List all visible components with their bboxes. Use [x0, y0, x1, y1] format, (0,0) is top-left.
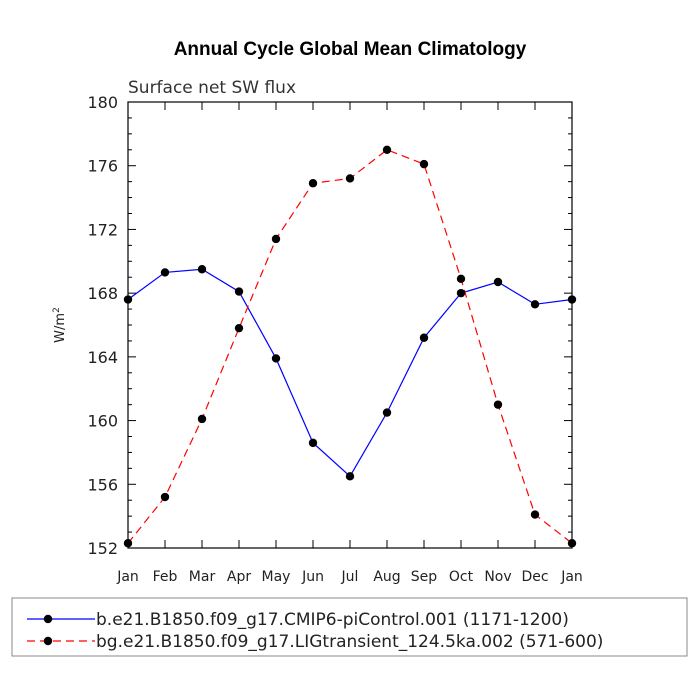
data-point-s1-11 — [530, 510, 540, 519]
y-tick-label: 172 — [87, 220, 118, 239]
data-point-s1-8 — [419, 159, 429, 169]
y-tick-label: 152 — [87, 539, 118, 558]
data-point-s0-12 — [567, 295, 577, 304]
y-axis-label-unit: W/m — [53, 313, 68, 343]
legend: b.e21.B1850.f09_g17.CMIP6-piControl.001 … — [11, 597, 688, 657]
x-tick-label: Apr — [227, 569, 251, 585]
x-tick-label: Dec — [521, 569, 548, 585]
data-point-s0-5 — [308, 438, 318, 448]
data-point-s0-2 — [197, 265, 207, 274]
legend-marker-1 — [43, 636, 53, 646]
data-point-s1-12 — [567, 539, 577, 548]
x-tick-label: Jan — [116, 569, 139, 585]
y-tick-label: 164 — [87, 348, 118, 367]
x-tick-label: Mar — [189, 569, 216, 585]
x-tick-label: Aug — [373, 569, 400, 585]
series-line-0 — [127, 268, 573, 478]
data-point-s1-5 — [308, 179, 318, 188]
chart-subtitle: Surface net SW flux — [128, 78, 296, 98]
y-axis-label: W/m2 — [52, 307, 68, 343]
y-tick-label: 176 — [87, 157, 118, 176]
x-tick-label: Jun — [301, 569, 324, 585]
data-point-s0-8 — [419, 333, 429, 342]
data-point-s1-4 — [271, 234, 281, 244]
data-point-s1-1 — [160, 492, 170, 502]
x-tick-label: May — [262, 569, 291, 585]
data-point-s0-0 — [123, 295, 133, 304]
y-tick-label: 168 — [87, 284, 118, 303]
x-axis: Jan Feb Mar Apr May Jun Jul Aug Sep Oct Nov Dec Jan — [116, 102, 583, 585]
chart-title: Annual Cycle Global Mean Climatology — [174, 39, 527, 60]
data-point-s1-3 — [234, 323, 244, 333]
x-tick-label: Feb — [153, 569, 178, 585]
legend-label-0: b.e21.B1850.f09_g17.CMIP6-piControl.001 … — [96, 610, 569, 630]
data-point-s0-10 — [493, 277, 503, 287]
data-point-s0-1 — [160, 268, 170, 277]
legend-marker-0 — [43, 614, 53, 624]
y-tick-label: 160 — [87, 412, 118, 431]
data-point-s1-2 — [197, 414, 207, 424]
data-point-s1-10 — [493, 400, 503, 409]
data-point-s1-0 — [123, 539, 133, 548]
data-point-s0-11 — [530, 300, 540, 309]
y-axis: 152 156 160 164 168 172 176 180 — [87, 93, 572, 558]
y-axis-label-exponent: 2 — [52, 307, 62, 313]
x-tick-label: Nov — [484, 569, 511, 585]
data-point-s0-6 — [345, 472, 355, 481]
data-point-s1-6 — [345, 174, 355, 183]
x-tick-label: Jul — [341, 569, 359, 585]
legend-label-1: bg.e21.B1850.f09_g17.LIGtransient_124.5k… — [96, 632, 603, 652]
plot-frame — [127, 101, 573, 549]
data-point-s1-9 — [456, 274, 466, 284]
data-point-s0-7 — [382, 408, 392, 417]
y-tick-label: 156 — [87, 475, 118, 494]
series-layer — [123, 145, 577, 548]
y-tick-label: 180 — [87, 93, 118, 112]
x-tick-label: Oct — [449, 569, 474, 585]
x-tick-label: Jan — [560, 569, 583, 585]
data-point-s0-9 — [456, 288, 466, 298]
data-point-s0-3 — [234, 287, 244, 296]
series-line-1 — [127, 149, 573, 544]
data-point-s0-4 — [271, 354, 281, 363]
legend-box — [11, 597, 688, 657]
data-point-s1-7 — [382, 145, 392, 154]
x-tick-label: Sep — [411, 569, 438, 585]
